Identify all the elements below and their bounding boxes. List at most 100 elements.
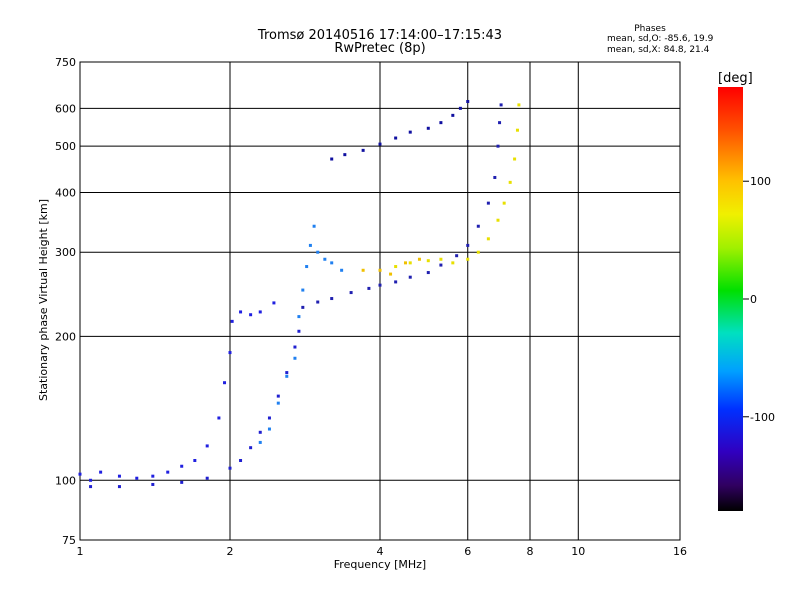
echo-point xyxy=(230,319,234,323)
echo-point xyxy=(378,142,382,146)
echo-point xyxy=(426,259,430,263)
y-tick-label: 400 xyxy=(55,186,76,199)
echo-point xyxy=(496,218,500,222)
echo-point xyxy=(166,470,170,474)
x-axis-ticks: 1 2 4 6 8 10 16 xyxy=(77,545,688,558)
echo-point xyxy=(151,474,155,478)
echo-point xyxy=(417,257,421,261)
echo-point xyxy=(305,265,309,269)
echo-point xyxy=(217,416,221,420)
y-tick-label: 300 xyxy=(55,246,76,259)
echo-point xyxy=(258,310,262,314)
echo-point xyxy=(394,265,398,269)
chart-title: Tromsø 20140516 17:14:00–17:15:43 xyxy=(257,28,502,43)
data-points xyxy=(78,100,521,489)
colorbar-tick-label: 100 xyxy=(750,175,771,188)
stats-header: Phases xyxy=(634,24,666,34)
y-tick-label: 100 xyxy=(55,474,76,487)
echo-point xyxy=(258,440,262,444)
echo-point xyxy=(408,130,412,134)
echo-point xyxy=(458,106,462,110)
echo-point xyxy=(439,263,443,267)
echo-point xyxy=(426,271,430,275)
echo-point xyxy=(498,121,502,125)
colorbar-tick-label: -100 xyxy=(750,411,775,424)
echo-point xyxy=(316,250,320,254)
stats-line-o: mean, sd,O: -85.6, 19.9 xyxy=(607,34,714,44)
echo-point xyxy=(99,470,103,474)
echo-point xyxy=(439,257,443,261)
x-tick-label: 1 xyxy=(77,545,84,558)
echo-point xyxy=(367,286,371,290)
echo-point xyxy=(301,305,305,309)
echo-point xyxy=(297,315,301,319)
echo-point xyxy=(258,430,262,434)
echo-point xyxy=(267,427,271,431)
echo-point xyxy=(389,272,393,276)
echo-point xyxy=(508,180,512,184)
echo-point xyxy=(340,268,344,272)
echo-point xyxy=(135,476,139,480)
y-tick-label: 75 xyxy=(62,534,76,547)
stats-line-x: mean, sd,X: 84.8, 21.4 xyxy=(607,45,710,55)
x-tick-label: 2 xyxy=(227,545,234,558)
y-axis-label: Stationary phase Virtual Height [km] xyxy=(37,199,50,401)
echo-point xyxy=(267,416,271,420)
grid-lines xyxy=(80,62,680,540)
colorbar-ticks: 100 0 -100 xyxy=(743,175,775,424)
echo-point xyxy=(451,113,455,117)
echo-point xyxy=(451,261,455,265)
echo-point xyxy=(117,485,121,489)
echo-point xyxy=(205,476,209,480)
echo-point xyxy=(439,121,443,125)
echo-point xyxy=(308,243,312,247)
y-tick-label: 600 xyxy=(55,102,76,115)
echo-point xyxy=(517,103,521,107)
x-tick-label: 10 xyxy=(571,545,585,558)
colorbar-label: [deg] xyxy=(718,71,753,86)
echo-point xyxy=(493,175,497,179)
echo-point xyxy=(476,224,480,228)
echo-point xyxy=(89,478,93,482)
y-tick-label: 500 xyxy=(55,140,76,153)
echo-point xyxy=(466,257,470,261)
echo-point xyxy=(378,283,382,287)
echo-point xyxy=(276,401,280,405)
echo-point xyxy=(361,148,365,152)
echo-point xyxy=(249,313,253,317)
echo-point xyxy=(408,261,412,265)
echo-point xyxy=(223,381,227,385)
echo-point xyxy=(272,301,276,305)
echo-point xyxy=(330,297,334,301)
echo-point xyxy=(408,275,412,279)
x-axis-label: Frequency [MHz] xyxy=(334,558,426,571)
x-tick-label: 4 xyxy=(377,545,384,558)
echo-point xyxy=(330,261,334,265)
echo-point xyxy=(486,237,490,241)
echo-point xyxy=(513,157,517,161)
echo-point xyxy=(301,288,305,292)
colorbar-tick-label: 0 xyxy=(750,293,757,306)
echo-point xyxy=(89,485,93,489)
echo-point xyxy=(394,280,398,284)
echo-point xyxy=(426,126,430,130)
echo-point xyxy=(205,444,209,448)
echo-point xyxy=(312,224,316,228)
echo-point xyxy=(316,300,320,304)
echo-point xyxy=(276,394,280,398)
echo-point xyxy=(293,345,297,349)
echo-point xyxy=(502,201,506,205)
x-tick-label: 16 xyxy=(673,545,687,558)
echo-point xyxy=(180,480,184,484)
echo-point xyxy=(499,103,503,107)
echo-point xyxy=(466,243,470,247)
echo-point xyxy=(343,153,347,157)
echo-point xyxy=(151,482,155,486)
echo-point xyxy=(239,310,243,314)
echo-point xyxy=(349,291,353,295)
echo-point xyxy=(361,268,365,272)
echo-point xyxy=(285,374,289,378)
y-tick-label: 750 xyxy=(55,56,76,69)
echo-point xyxy=(378,268,382,272)
